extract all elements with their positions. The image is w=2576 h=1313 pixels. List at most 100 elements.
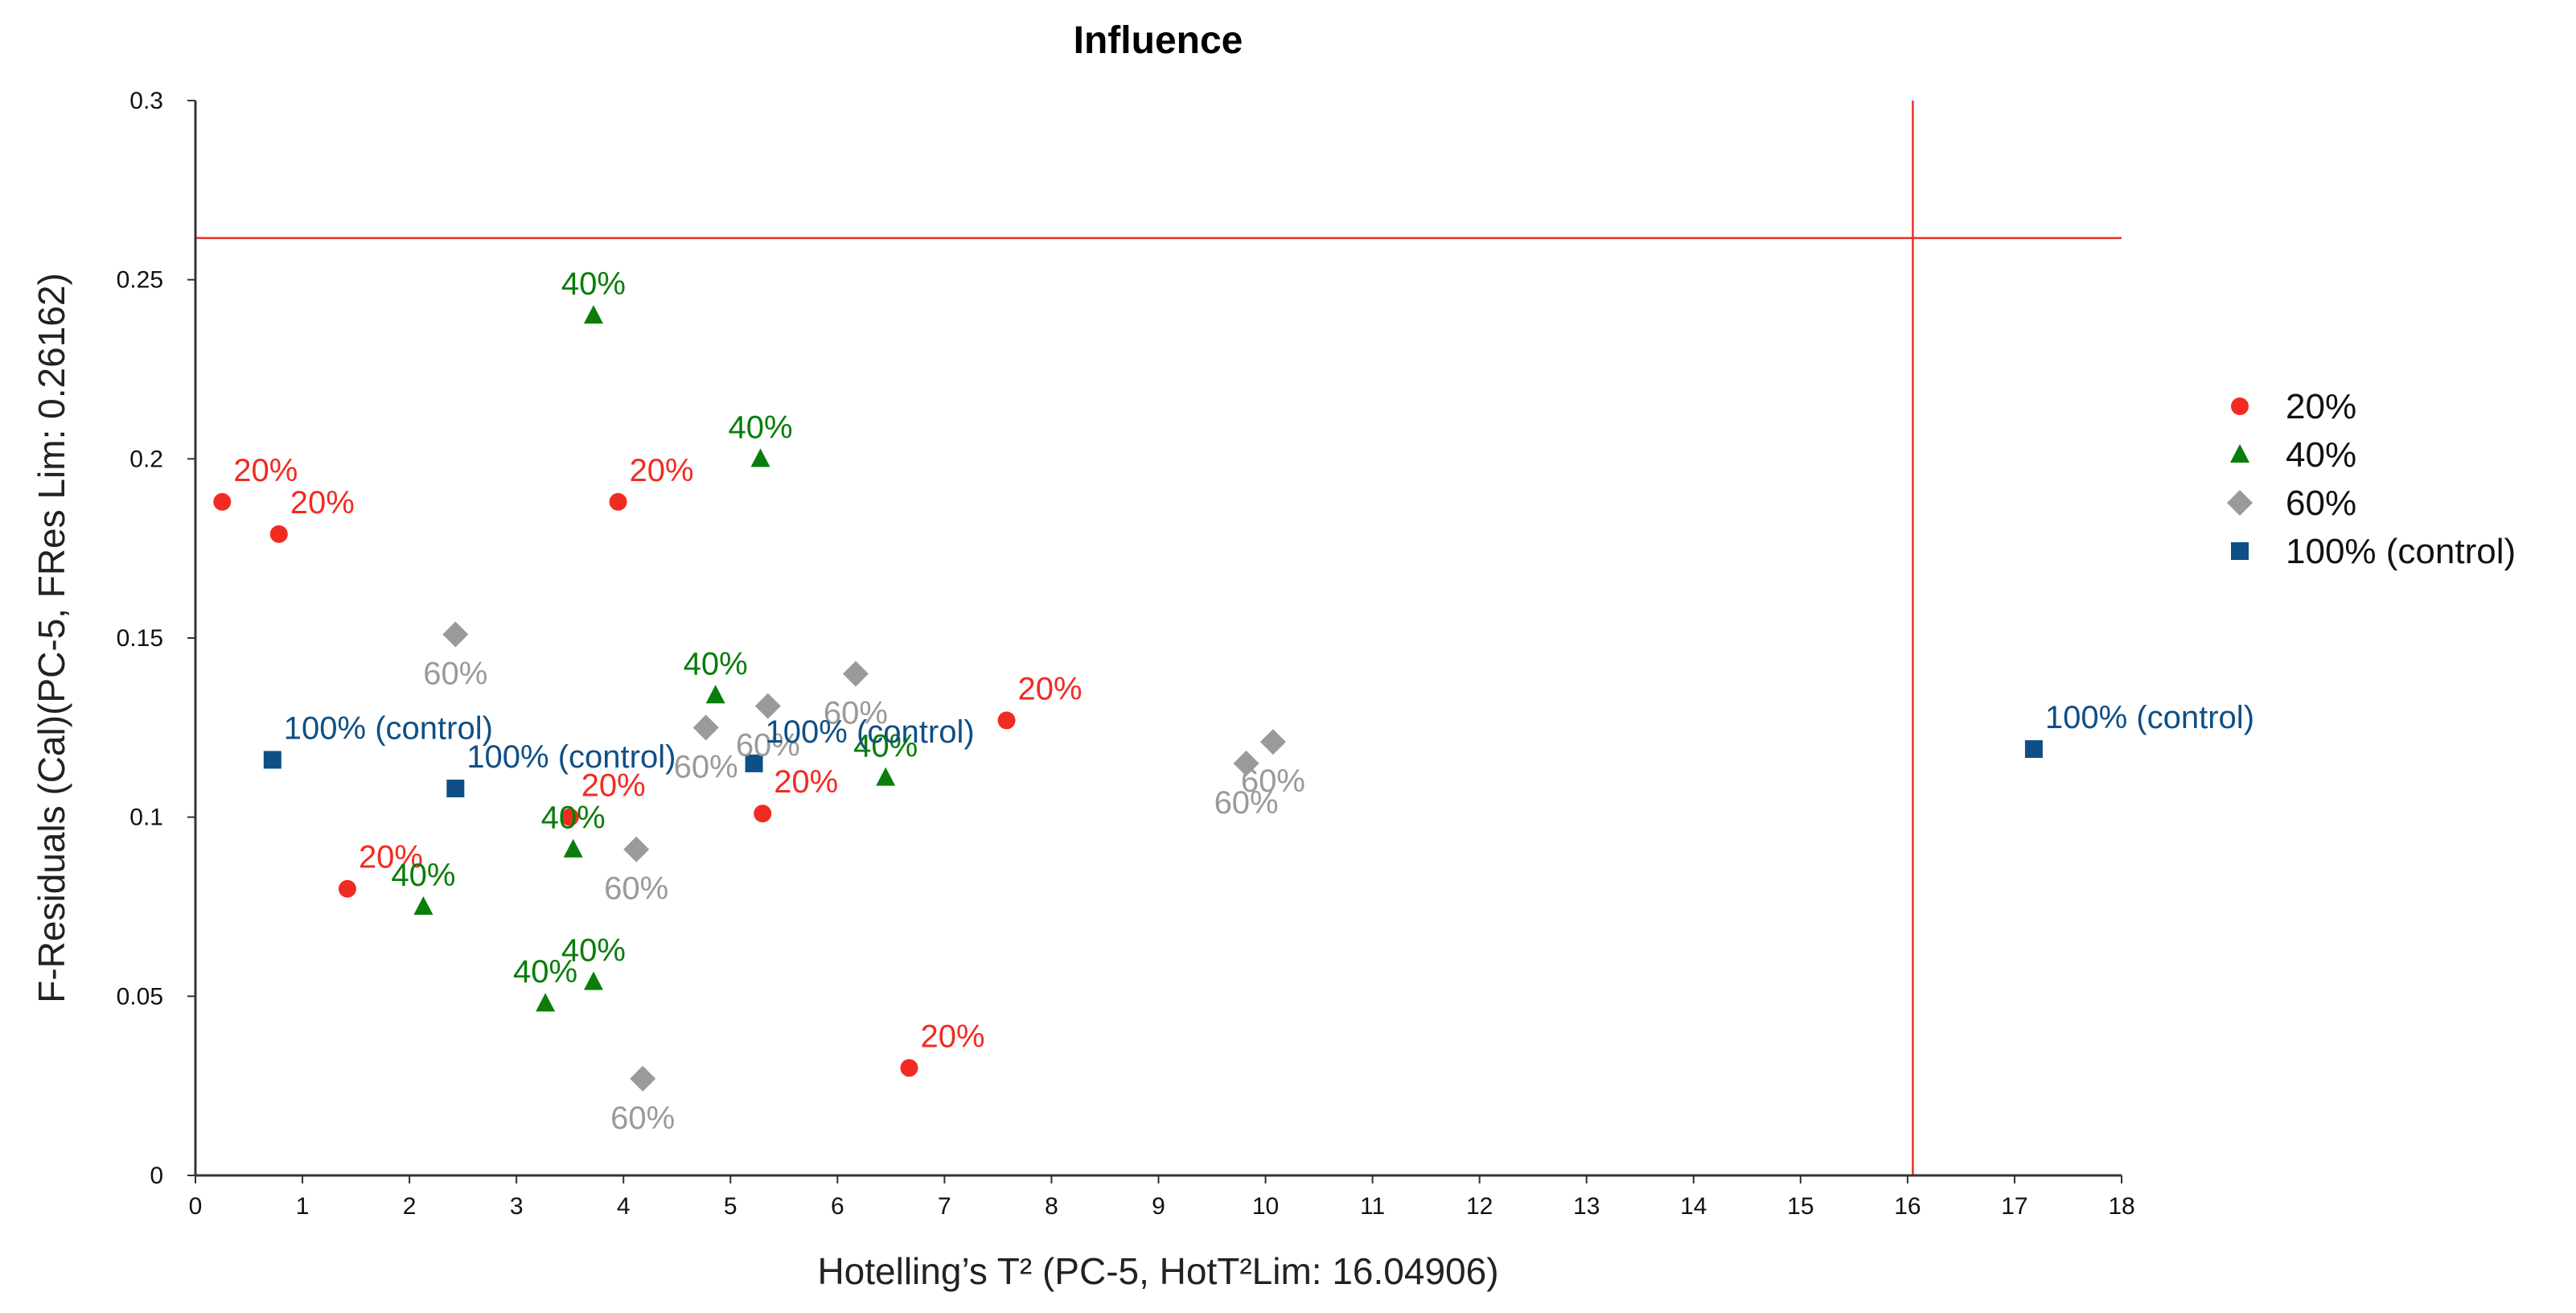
x-tick-label: 9	[1152, 1193, 1165, 1220]
point-label: 100% (control)	[284, 710, 493, 746]
data-point-triangle	[750, 448, 770, 467]
point-label: 40%	[561, 266, 626, 302]
data-point-triangle	[583, 971, 603, 990]
point-label: 40%	[684, 646, 748, 681]
data-point-square	[263, 751, 281, 769]
x-tick-label: 14	[1680, 1193, 1707, 1220]
x-tick-label: 6	[831, 1193, 844, 1220]
data-point-circle	[338, 879, 356, 898]
point-label: 60%	[736, 728, 800, 764]
x-tick-label: 0	[189, 1193, 203, 1220]
point-label: 20%	[233, 453, 298, 488]
point-labels: 20%20%20%20%20% 20%20%20%40%40%40%40%40%4…	[233, 266, 2254, 1136]
y-ticks: 0 0.05 0.1 0.15 0.2 0.25 0.3	[117, 88, 195, 1189]
y-tick-label: 0.2	[129, 446, 163, 472]
point-label: 100% (control)	[466, 739, 676, 775]
point-label: 40%	[561, 933, 626, 969]
y-tick-label: 0.1	[129, 805, 163, 831]
point-label: 20%	[774, 764, 838, 800]
data-point-square	[745, 754, 763, 772]
x-tick-label: 11	[1360, 1193, 1385, 1220]
y-tick-label: 0.3	[129, 88, 163, 114]
point-label: 40%	[513, 954, 577, 990]
data-point-square	[446, 780, 465, 798]
point-label: 20%	[1018, 671, 1083, 706]
data-point-triangle	[583, 305, 603, 324]
data-point-diamond	[692, 714, 719, 741]
point-label: 20%	[920, 1019, 984, 1054]
x-tick-label: 12	[1466, 1193, 1493, 1220]
legend-marker-diamond	[2227, 490, 2253, 516]
legend: 20% 40% 60% 100% (control)	[2227, 387, 2516, 571]
legend-label: 100% (control)	[2286, 532, 2516, 571]
point-label: 60%	[610, 1101, 675, 1136]
data-point-square	[2024, 740, 2043, 759]
point-label: 40%	[853, 729, 918, 764]
data-point-diamond	[842, 661, 869, 687]
legend-label: 20%	[2286, 387, 2356, 426]
data-point-triangle	[876, 767, 896, 786]
data-point-circle	[900, 1059, 918, 1077]
x-tick-label: 18	[2108, 1193, 2134, 1220]
data-point-triangle	[563, 838, 583, 858]
y-tick-label: 0.05	[117, 983, 163, 1010]
x-tick-label: 7	[938, 1193, 951, 1220]
data-point-triangle	[413, 896, 433, 915]
x-tick-label: 2	[403, 1193, 417, 1220]
chart-title: Influence	[1074, 19, 1243, 62]
point-label: 60%	[824, 696, 888, 731]
point-label: 20%	[581, 768, 646, 804]
y-tick-label: 0.15	[117, 625, 163, 652]
y-tick-label: 0.25	[117, 267, 163, 294]
x-tick-label: 8	[1045, 1193, 1058, 1220]
legend-marker-triangle	[2230, 444, 2249, 463]
data-point-circle	[754, 805, 772, 823]
point-label: 60%	[1214, 785, 1279, 821]
data-point-circle	[997, 711, 1016, 730]
point-label: 100% (control)	[766, 714, 975, 750]
x-tick-label: 4	[617, 1193, 631, 1220]
point-label: 60%	[604, 871, 668, 907]
x-axis-label: Hotelling’s T² (PC-5, HotT²Lim: 16.04906…	[817, 1250, 1498, 1292]
x-tick-label: 1	[296, 1193, 310, 1220]
data-point-diamond	[1233, 750, 1259, 776]
data-point-circle	[561, 808, 579, 826]
x-ticks: 0 1 2 3 4 5 6 7 8 9 10 11 12 13 14 15 16 17 18	[189, 1175, 2135, 1220]
data-point-triangle	[536, 993, 556, 1012]
legend-marker-square	[2231, 542, 2249, 560]
point-label: 40%	[541, 801, 606, 836]
data-point-diamond	[754, 693, 781, 719]
data-point-circle	[269, 525, 288, 543]
data-point-circle	[609, 492, 627, 511]
point-label: 60%	[423, 656, 487, 692]
data-point-triangle	[705, 685, 725, 704]
limit-lines	[195, 101, 2122, 1175]
data-point-circle	[213, 492, 232, 511]
data-points	[213, 305, 2043, 1092]
x-tick-label: 13	[1573, 1193, 1600, 1220]
point-label: 60%	[1241, 764, 1305, 799]
x-tick-label: 15	[1787, 1193, 1814, 1220]
point-label: 20%	[290, 485, 355, 521]
axes	[194, 101, 2122, 1177]
data-point-diamond	[630, 1065, 656, 1092]
point-label: 40%	[391, 858, 455, 893]
point-label: 20%	[630, 453, 694, 488]
x-tick-label: 17	[2001, 1193, 2028, 1220]
legend-label: 40%	[2286, 435, 2356, 475]
x-tick-label: 10	[1252, 1193, 1279, 1220]
x-tick-label: 5	[724, 1193, 737, 1220]
legend-marker-circle	[2231, 397, 2249, 415]
y-tick-label: 0	[150, 1163, 163, 1189]
y-axis-label: F-Residuals (Cal)(PC-5, FRes Lim: 0.2616…	[31, 273, 72, 1003]
data-point-diamond	[442, 621, 469, 648]
point-label: 100% (control)	[2045, 700, 2254, 735]
legend-label: 60%	[2286, 484, 2356, 523]
point-label: 20%	[359, 840, 423, 875]
x-tick-label: 3	[510, 1193, 524, 1220]
point-label: 60%	[674, 749, 738, 784]
data-point-diamond	[623, 836, 650, 862]
point-label: 40%	[729, 410, 793, 445]
data-point-diamond	[1259, 729, 1286, 755]
